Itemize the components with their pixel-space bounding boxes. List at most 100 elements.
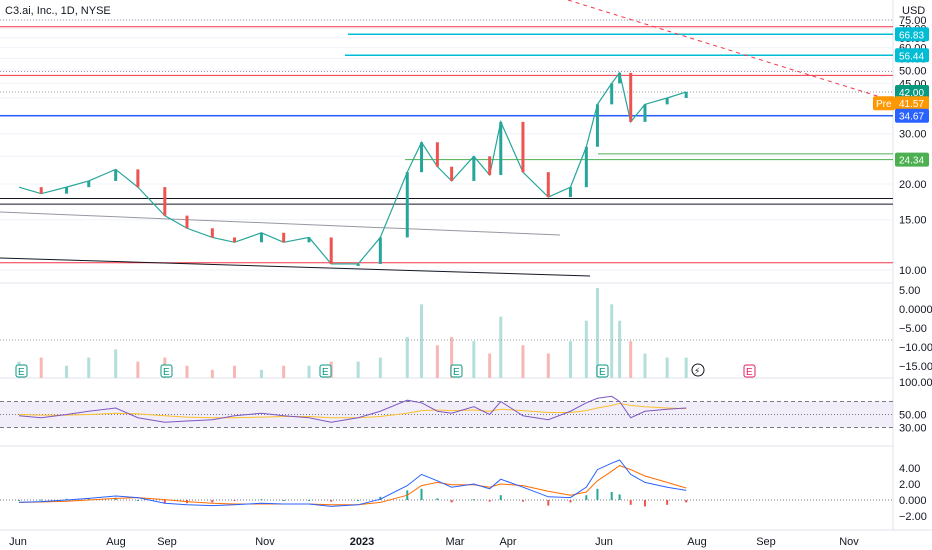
macd-histogram-bar: [618, 494, 621, 500]
macd-histogram-bar: [685, 500, 688, 503]
date-label: Apr: [499, 536, 516, 548]
candle: [420, 142, 424, 173]
price-tick-label: 75.00: [899, 15, 927, 27]
candle: [136, 169, 140, 188]
rsi-tick-label: 100.00: [899, 377, 932, 389]
volume-bar: [233, 365, 237, 378]
symbol-title: C3.ai, Inc., 1D, NYSE: [5, 5, 111, 17]
macd-histogram-bar: [585, 495, 588, 500]
pre-market-prefix-badge: [873, 96, 895, 111]
volume-bar: [114, 349, 118, 378]
macd-histogram-bar: [436, 498, 439, 500]
trend-line: [567, 0, 891, 101]
date-axis[interactable]: Jun Aug Sep Nov 2023 Mar Apr Jun Aug Sep Nov: [9, 536, 859, 548]
grid: [0, 0, 932, 531]
macd-histogram-bar: [521, 500, 524, 502]
candle: [163, 187, 167, 216]
volume-bar: [420, 304, 424, 378]
candle: [65, 187, 69, 194]
volume-bar: [39, 357, 43, 378]
candle: [665, 97, 669, 105]
earnings-marker-label: E: [453, 367, 460, 378]
rsi-tick-label: 30.00: [899, 423, 927, 435]
price-tick-label: 50.00: [899, 65, 927, 77]
volume-tick-label: 5.00: [899, 285, 920, 297]
candle: [282, 232, 286, 243]
upcoming-earnings-marker: [743, 364, 756, 378]
trend-line: [0, 257, 591, 277]
macd-histogram-bar: [596, 488, 599, 500]
macd-histogram-bar: [136, 500, 139, 501]
candle: [643, 104, 647, 122]
currency-label: USD: [902, 5, 925, 17]
macd-histogram-bar: [629, 500, 632, 505]
price-badge: [895, 108, 929, 123]
macd-histogram-bar: [233, 500, 236, 501]
macd-histogram-bar: [282, 500, 285, 501]
candle: [39, 187, 43, 194]
price-badge-label: 66.83: [899, 30, 924, 41]
volume-bar: [210, 369, 214, 378]
volume-tick-label: −10.00: [899, 342, 932, 354]
price-badge: [895, 96, 929, 111]
macd-tick-label: 4.00: [899, 463, 920, 475]
candle: [233, 237, 237, 243]
candle: [114, 169, 118, 181]
price-badges: 66.83 56.44 42.00 Pre 41.57 34.67 24.34: [873, 27, 929, 167]
price-badge-label: 56.44: [899, 51, 924, 62]
volume-bar: [568, 341, 572, 378]
event-markers[interactable]: E E E E E E ⚡: [15, 363, 756, 378]
price-levels[interactable]: [0, 0, 893, 277]
volume-bar: [618, 320, 622, 378]
candle: [210, 228, 214, 238]
price-badge: [895, 27, 929, 42]
earnings-marker-label: E: [18, 367, 25, 378]
macd-histogram-bar: [260, 499, 263, 501]
candle: [87, 180, 91, 188]
macd-histogram-bar: [18, 500, 21, 501]
volume-bar: [282, 365, 286, 378]
volume-bar: [450, 337, 454, 378]
price-line: [18, 71, 687, 265]
candle: [521, 121, 525, 173]
date-label: Jun: [595, 536, 613, 548]
price-badge-label: 34.67: [899, 112, 924, 123]
macd-histogram-bar: [450, 500, 453, 503]
volume-bar: [65, 365, 69, 378]
candle: [499, 121, 503, 176]
price-badge-label: 41.57: [899, 99, 924, 110]
candle: [307, 237, 311, 243]
earnings-marker-label: E: [322, 367, 329, 378]
volume-bar: [488, 353, 492, 378]
date-label: Sep: [157, 536, 177, 548]
macd-histogram-bar: [379, 496, 382, 500]
macd-pane: [0, 459, 893, 507]
volume-bar: [185, 365, 189, 378]
volume-tick-label: −5.00: [899, 323, 927, 335]
candle: [629, 72, 633, 122]
volume-bar: [307, 365, 311, 378]
macd-tick-label: 0.000: [899, 495, 927, 507]
volume-bar: [472, 341, 476, 378]
earnings-marker: [15, 364, 28, 378]
rsi-line: [18, 395, 687, 423]
candle: [185, 215, 189, 229]
candle: [568, 187, 572, 198]
rsi-ma-line: [19, 402, 687, 419]
macd-tick-label: 2.00: [899, 479, 920, 491]
volume-bar: [584, 320, 588, 378]
candle: [405, 172, 409, 238]
macd-histogram-bar: [499, 495, 502, 500]
volume-bar: [665, 357, 669, 378]
volume-bar: [356, 361, 360, 378]
macd-histogram-bar: [87, 498, 90, 500]
date-label: Jun: [9, 536, 27, 548]
price-tick-label: 10.00: [899, 265, 927, 277]
macd-histogram-bar: [420, 488, 423, 500]
date-label: Nov: [255, 536, 275, 548]
macd-histogram-bar: [472, 499, 475, 501]
candle: [259, 232, 263, 243]
candle: [488, 156, 492, 176]
volume-bar: [521, 345, 525, 378]
